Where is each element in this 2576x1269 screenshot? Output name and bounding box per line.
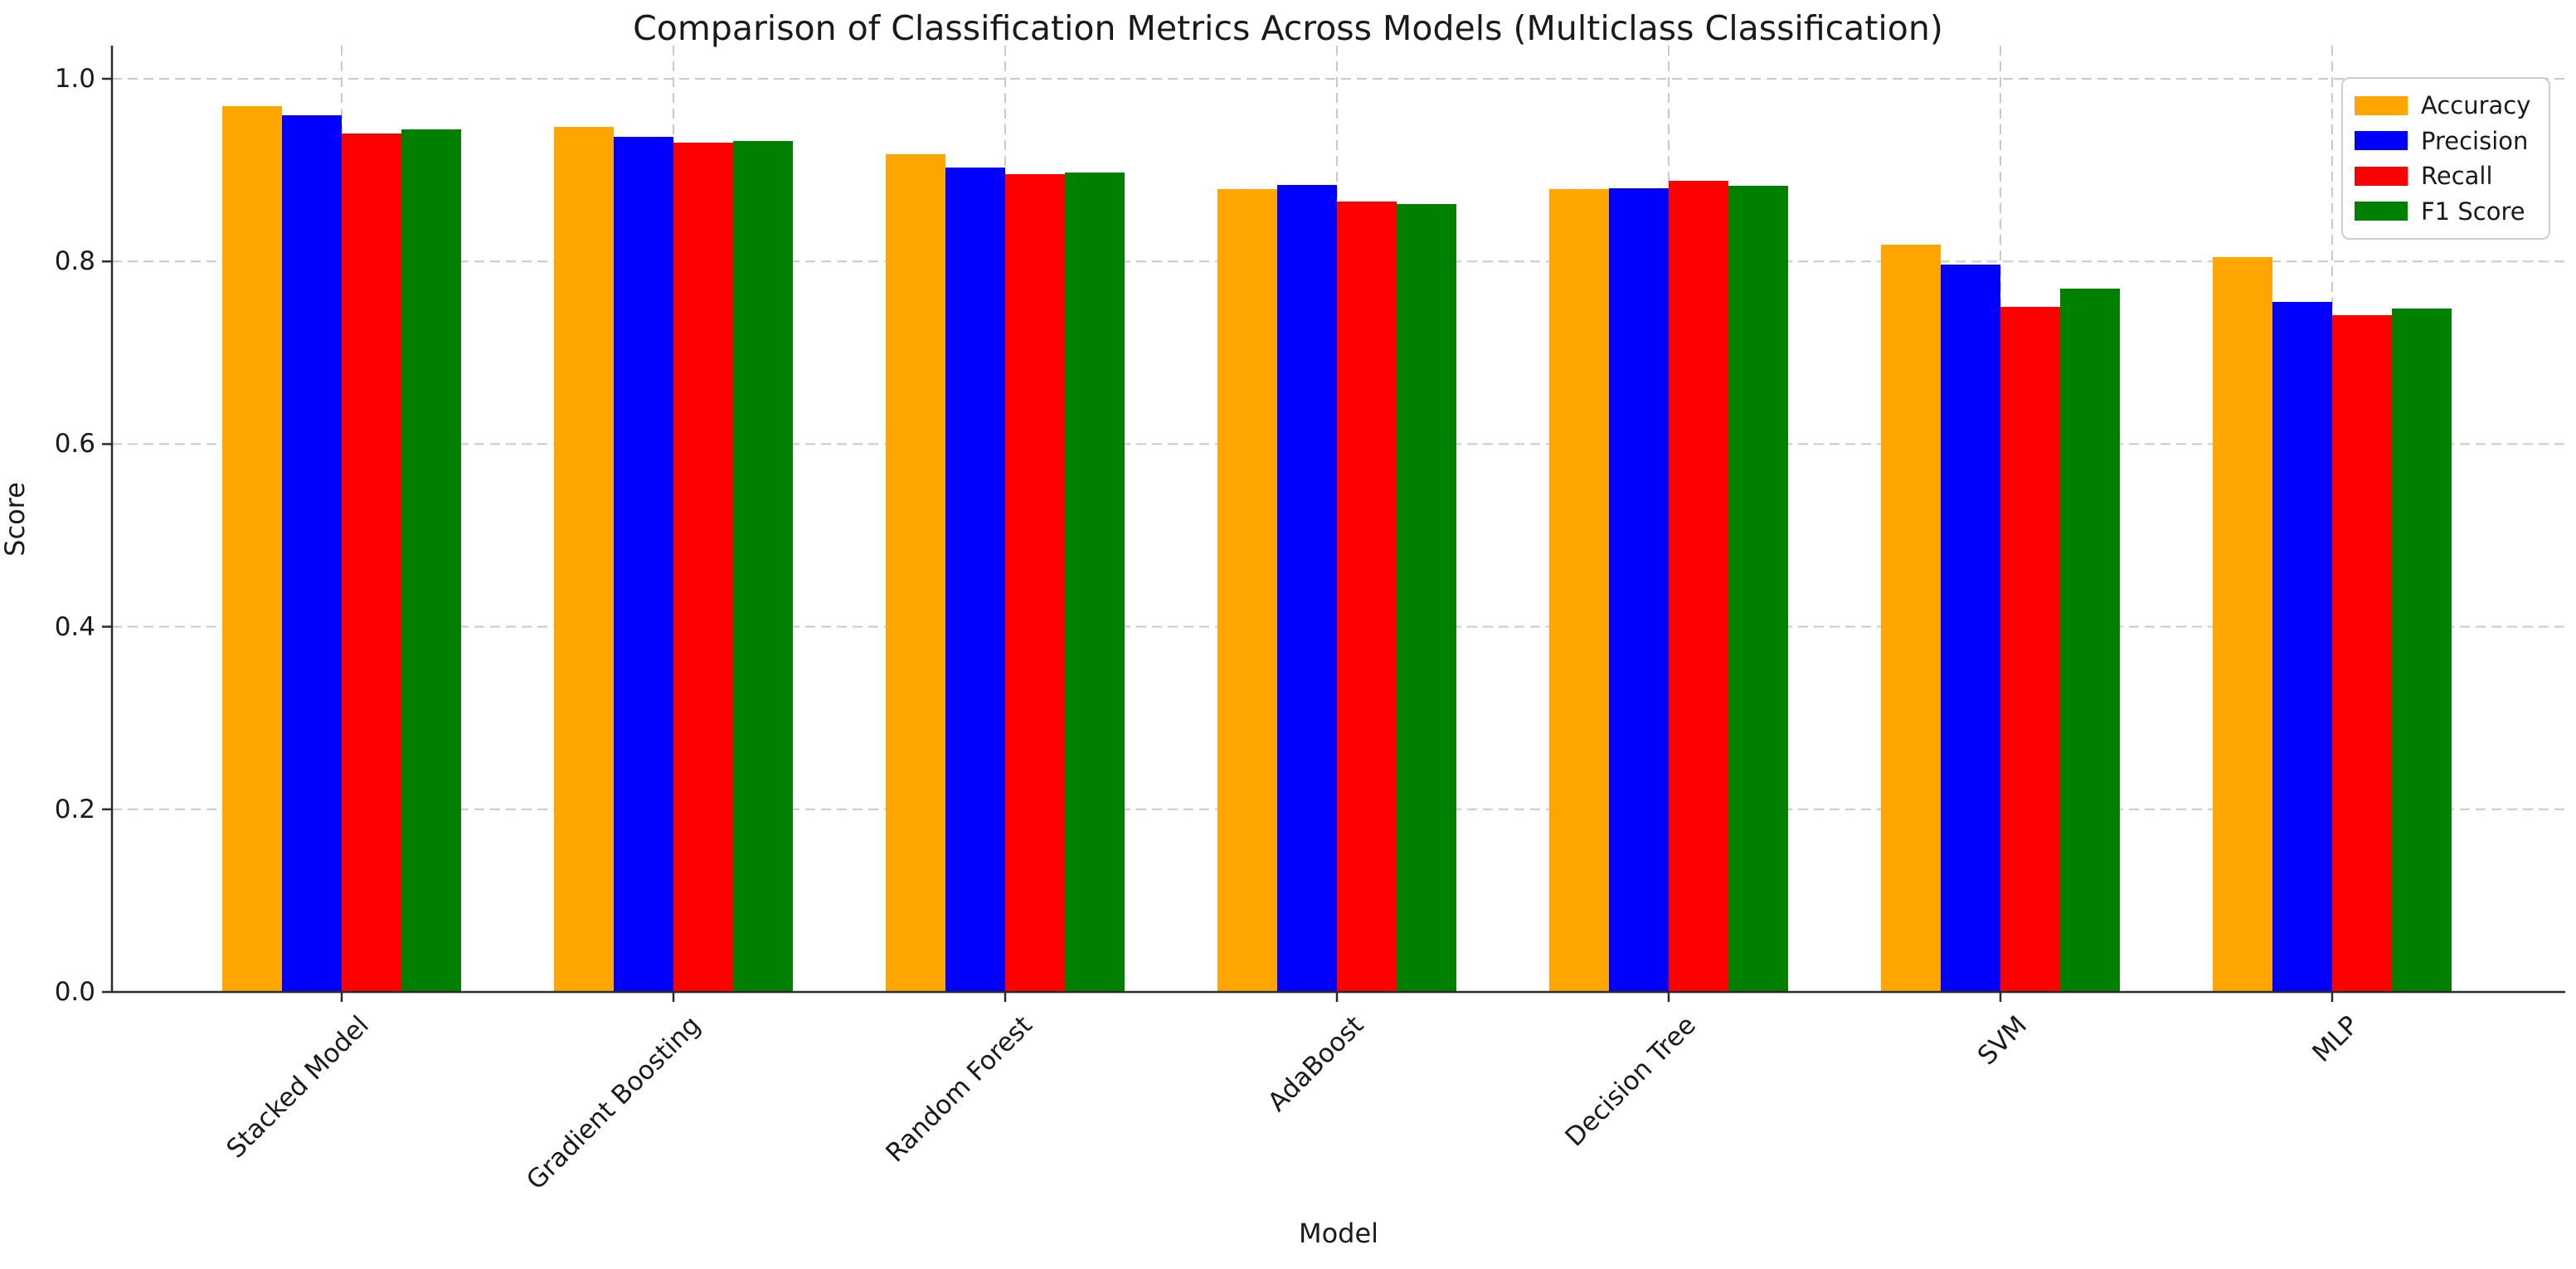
x-tick-label-random-forest: Random Forest <box>880 1010 1038 1169</box>
legend-swatch-icon <box>2355 202 2408 221</box>
bar-precision-stacked-model <box>282 115 342 992</box>
bar-precision-mlp <box>2272 301 2332 992</box>
bar-accuracy-decision-tree <box>1549 189 1609 992</box>
legend-swatch-icon <box>2355 131 2408 151</box>
bar-precision-random-forest <box>945 167 1005 992</box>
chart-title: Comparison of Classification Metrics Acr… <box>633 8 1943 48</box>
legend-item-precision: Precision <box>2355 126 2537 155</box>
y-tick-label: 0.2 <box>54 794 95 824</box>
legend-box: Accuracy Precision Recall F1 Score <box>2341 77 2550 240</box>
bar-accuracy-mlp <box>2213 256 2272 992</box>
bar-precision-adaboost <box>1277 184 1337 992</box>
bar-accuracy-random-forest <box>886 154 945 992</box>
bar-precision-svm <box>1941 264 2000 992</box>
bar-f1-score-stacked-model <box>401 129 461 992</box>
y-tick-label: 0.6 <box>54 429 95 459</box>
y-tick-label: 1.0 <box>54 64 95 94</box>
legend-swatch-icon <box>2355 166 2408 186</box>
legend-label: F1 Score <box>2421 197 2525 226</box>
bar-f1-score-random-forest <box>1065 173 1125 992</box>
bar-f1-score-decision-tree <box>1728 185 1788 992</box>
x-tick-label-stacked-model: Stacked Model <box>220 1010 375 1164</box>
bar-precision-decision-tree <box>1609 188 1669 992</box>
bar-accuracy-svm <box>1881 245 1941 992</box>
y-tick-label: 0.4 <box>54 611 95 642</box>
bar-recall-stacked-model <box>342 134 401 992</box>
bar-f1-score-mlp <box>2392 309 2452 992</box>
bar-recall-mlp <box>2332 315 2392 992</box>
bar-recall-decision-tree <box>1669 181 1728 992</box>
legend-label: Accuracy <box>2421 91 2531 119</box>
bar-accuracy-adaboost <box>1218 189 1277 992</box>
legend-item-f1-score: F1 Score <box>2355 197 2537 226</box>
legend-label: Recall <box>2421 162 2493 191</box>
x-tick-label-svm: SVM <box>1972 1010 2034 1072</box>
x-axis-label: Model <box>1298 1218 1379 1249</box>
bar-recall-adaboost <box>1337 201 1397 992</box>
bar-recall-random-forest <box>1005 173 1065 992</box>
bar-recall-svm <box>2000 307 2060 992</box>
x-tick-label-mlp: MLP <box>2306 1010 2365 1068</box>
x-tick-label-adaboost: AdaBoost <box>1262 1010 1370 1118</box>
bar-f1-score-svm <box>2060 289 2120 992</box>
bar-precision-gradient-boosting <box>614 137 673 992</box>
y-tick-label: 0.0 <box>54 977 95 1007</box>
legend-swatch-icon <box>2355 95 2408 115</box>
x-tick-label-decision-tree: Decision Tree <box>1559 1010 1702 1153</box>
x-tick-label-gradient-boosting: Gradient Boosting <box>520 1010 707 1196</box>
bar-f1-score-adaboost <box>1397 203 1456 992</box>
legend-item-accuracy: Accuracy <box>2355 91 2537 119</box>
bar-accuracy-gradient-boosting <box>554 127 614 992</box>
legend-item-recall: Recall <box>2355 162 2537 191</box>
y-axis-label: Score <box>0 482 31 557</box>
bar-f1-score-gradient-boosting <box>733 140 793 992</box>
y-tick-label: 0.8 <box>54 246 95 277</box>
bar-recall-gradient-boosting <box>673 143 733 992</box>
bar-accuracy-stacked-model <box>222 106 282 992</box>
legend-label: Precision <box>2421 126 2529 155</box>
